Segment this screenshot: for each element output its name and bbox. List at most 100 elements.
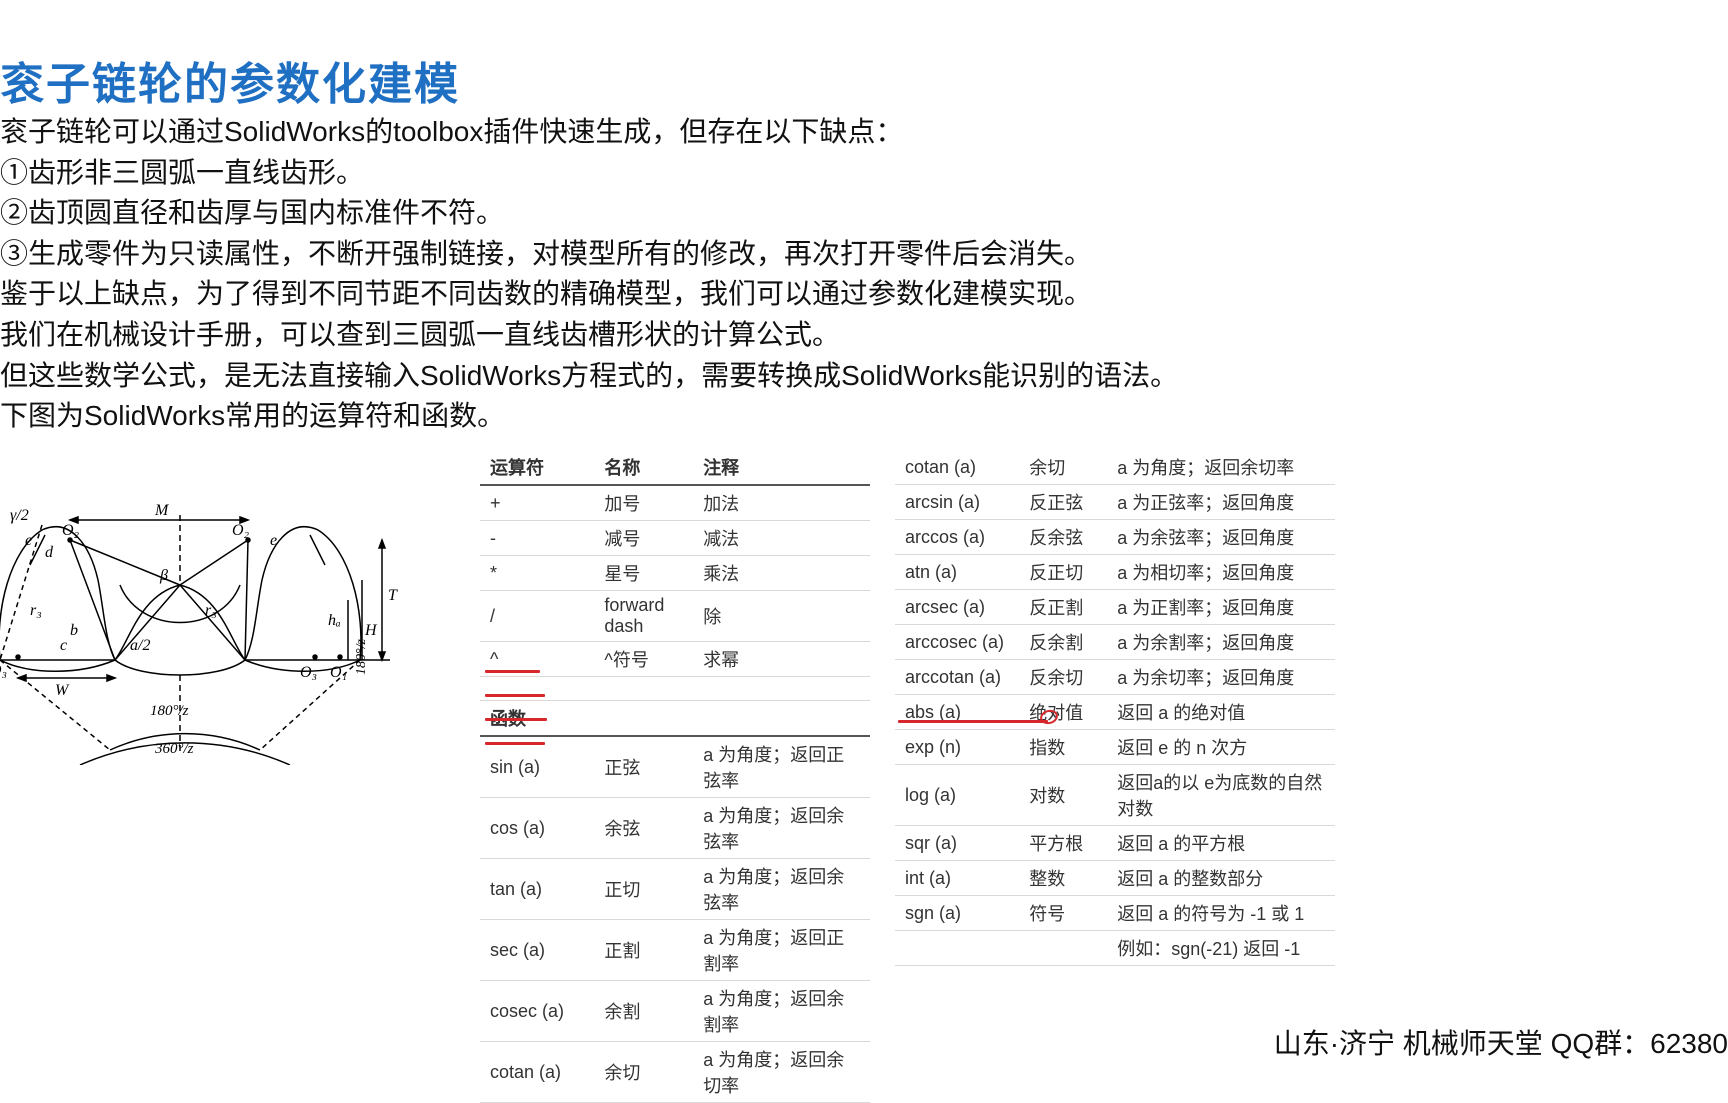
t2-cell: a 为正弦率；返回角度 <box>1107 485 1335 520</box>
annotation-underline-cos <box>485 718 547 721</box>
t2-cell: arcsec (a) <box>895 590 1019 625</box>
para-2: ②齿顶圆直径和齿厚与国内标准件不符。 <box>0 193 1178 234</box>
annotation-underline-tan <box>485 742 545 745</box>
t2-cell: 反余割 <box>1019 625 1107 660</box>
lbl-b: b <box>70 622 78 639</box>
t2-cell: 反正弦 <box>1019 485 1107 520</box>
lbl-ang2: 180°/z <box>150 703 189 719</box>
ops-row: *星号乘法 <box>480 556 870 591</box>
t2-cell: 余切 <box>1019 450 1107 485</box>
body-text: 衮子链轮可以通过SolidWorks的toolbox插件快速生成，但存在以下缺点… <box>0 112 1178 437</box>
t2-row: exp (n)指数返回 e 的 n 次方 <box>895 730 1335 765</box>
t2-row: sqr (a)平方根返回 a 的平方根 <box>895 826 1335 861</box>
ops-cell <box>594 677 693 701</box>
annotation-underline-sin <box>485 694 545 697</box>
t2-cell: 反余切 <box>1019 660 1107 695</box>
funcs-cell: a 为角度；返回余弦率 <box>693 798 870 859</box>
t2-cell: a 为余弦率；返回角度 <box>1107 520 1335 555</box>
t2-cell: a 为余割率；返回角度 <box>1107 625 1335 660</box>
funcs-cell: a 为角度；返回正割率 <box>693 920 870 981</box>
operators-table: 运算符 名称 注释 +加号加法-减号减法*星号乘法/forward dash除^… <box>480 450 870 1103</box>
t2-cell: a 为余切率；返回角度 <box>1107 660 1335 695</box>
annotation-underline-sqr <box>898 720 1048 723</box>
funcs-row: cosec (a)余割a 为角度；返回余割率 <box>480 981 870 1042</box>
lbl-O1: O₁ <box>330 664 347 681</box>
para-5: 我们在机械设计手册，可以查到三圆弧一直线齿槽形状的计算公式。 <box>0 315 1178 356</box>
funcs-row: sec (a)正割a 为角度；返回正割率 <box>480 920 870 981</box>
lbl-r3b: r₃ <box>205 602 217 619</box>
ops-cell: 减号 <box>594 521 693 556</box>
table1-head: 运算符 名称 注释 <box>480 450 870 485</box>
lbl-ang1: 180°/z <box>354 639 369 675</box>
para-3: ③生成零件为只读属性，不断开强制链接，对模型所有的修改，再次打开零件后会消失。 <box>0 234 1178 275</box>
t2-cell: arcsin (a) <box>895 485 1019 520</box>
t1h1: 名称 <box>594 450 693 485</box>
t2-cell: a 为正割率；返回角度 <box>1107 590 1335 625</box>
para-4: 鉴于以上缺点，为了得到不同节距不同齿数的精确模型，我们可以通过参数化建模实现。 <box>0 274 1178 315</box>
t2-cell: 返回 a 的整数部分 <box>1107 861 1335 896</box>
functions-table-2: cotan (a)余切a 为角度；返回余切率arcsin (a)反正弦a 为正弦… <box>895 450 1335 966</box>
t2-cell: a 为角度；返回余切率 <box>1107 450 1335 485</box>
annotation-underline-funcs <box>485 670 540 673</box>
lbl-W: W <box>55 682 70 699</box>
para-0: 衮子链轮可以通过SolidWorks的toolbox插件快速生成，但存在以下缺点… <box>0 112 1178 153</box>
funcs-cell: sin (a) <box>480 736 594 798</box>
ops-cell: 星号 <box>594 556 693 591</box>
t2-cell: 对数 <box>1019 765 1107 826</box>
funcs-cell: 正割 <box>594 920 693 981</box>
t2-row: cotan (a)余切a 为角度；返回余切率 <box>895 450 1335 485</box>
ops-cell: * <box>480 556 594 591</box>
t2-row: arcsec (a)反正割a 为正割率；返回角度 <box>895 590 1335 625</box>
t2-cell: 整数 <box>1019 861 1107 896</box>
t1h2: 注释 <box>693 450 870 485</box>
funcs-row: sin (a)正弦a 为角度；返回正弦率 <box>480 736 870 798</box>
ops-cell: - <box>480 521 594 556</box>
lbl-O3b: O₃ <box>300 664 317 681</box>
funcs-cell: cos (a) <box>480 798 594 859</box>
lbl-r3a: r₃ <box>30 602 42 619</box>
ops-cell: 加号 <box>594 485 693 521</box>
t2-cell: cotan (a) <box>895 450 1019 485</box>
lbl-ang3: 360°/z <box>154 741 194 757</box>
t2-cell: atn (a) <box>895 555 1019 590</box>
lbl-M: M <box>154 502 170 519</box>
t2-cell: a 为相切率；返回角度 <box>1107 555 1335 590</box>
lbl-a2: a/2 <box>130 637 150 654</box>
t2-cell: 返回 e 的 n 次方 <box>1107 730 1335 765</box>
funcs-cell: sec (a) <box>480 920 594 981</box>
t2-cell: 平方根 <box>1019 826 1107 861</box>
lbl-c: c <box>60 637 67 654</box>
funcs-cell: a 为角度；返回余割率 <box>693 981 870 1042</box>
ops-cell: 乘法 <box>693 556 870 591</box>
t2-row: 例如：sgn(-21) 返回 -1 <box>895 931 1335 966</box>
lbl-O3a: O₃ <box>0 662 7 679</box>
t2-row: int (a)整数返回 a 的整数部分 <box>895 861 1335 896</box>
t2-cell: log (a) <box>895 765 1019 826</box>
ops-cell <box>693 677 870 701</box>
t2-cell: 反余弦 <box>1019 520 1107 555</box>
lbl-H: H <box>364 622 378 639</box>
funcs-cell: 余切 <box>594 1042 693 1103</box>
ops-row: -减号减法 <box>480 521 870 556</box>
ops-cell: + <box>480 485 594 521</box>
lbl-O2a: O₂ <box>62 522 80 539</box>
t2-row: arccotan (a)反余切a 为余切率；返回角度 <box>895 660 1335 695</box>
t2-cell: sgn (a) <box>895 896 1019 931</box>
para-6: 但这些数学公式，是无法直接输入SolidWorks方程式的，需要转换成Solid… <box>0 356 1178 397</box>
t1h0: 运算符 <box>480 450 594 485</box>
ops-row: /forward dash除 <box>480 591 870 642</box>
t2-row: arcsin (a)反正弦a 为正弦率；返回角度 <box>895 485 1335 520</box>
lbl-gamma: γ/2 <box>10 507 29 524</box>
t2-cell: 符号 <box>1019 896 1107 931</box>
t2-row: sgn (a)符号返回 a 的符号为 -1 或 1 <box>895 896 1335 931</box>
funcs-cell: 余割 <box>594 981 693 1042</box>
t2-cell: sqr (a) <box>895 826 1019 861</box>
t2-cell <box>1019 931 1107 966</box>
t2-cell: arccotan (a) <box>895 660 1019 695</box>
funcs-cell: 余弦 <box>594 798 693 859</box>
ops-cell: ^符号 <box>594 642 693 677</box>
t2-cell: 反正切 <box>1019 555 1107 590</box>
lbl-ha: hₐ <box>328 612 341 629</box>
t2-cell: 例如：sgn(-21) 返回 -1 <box>1107 931 1335 966</box>
lbl-d: d <box>45 544 54 561</box>
